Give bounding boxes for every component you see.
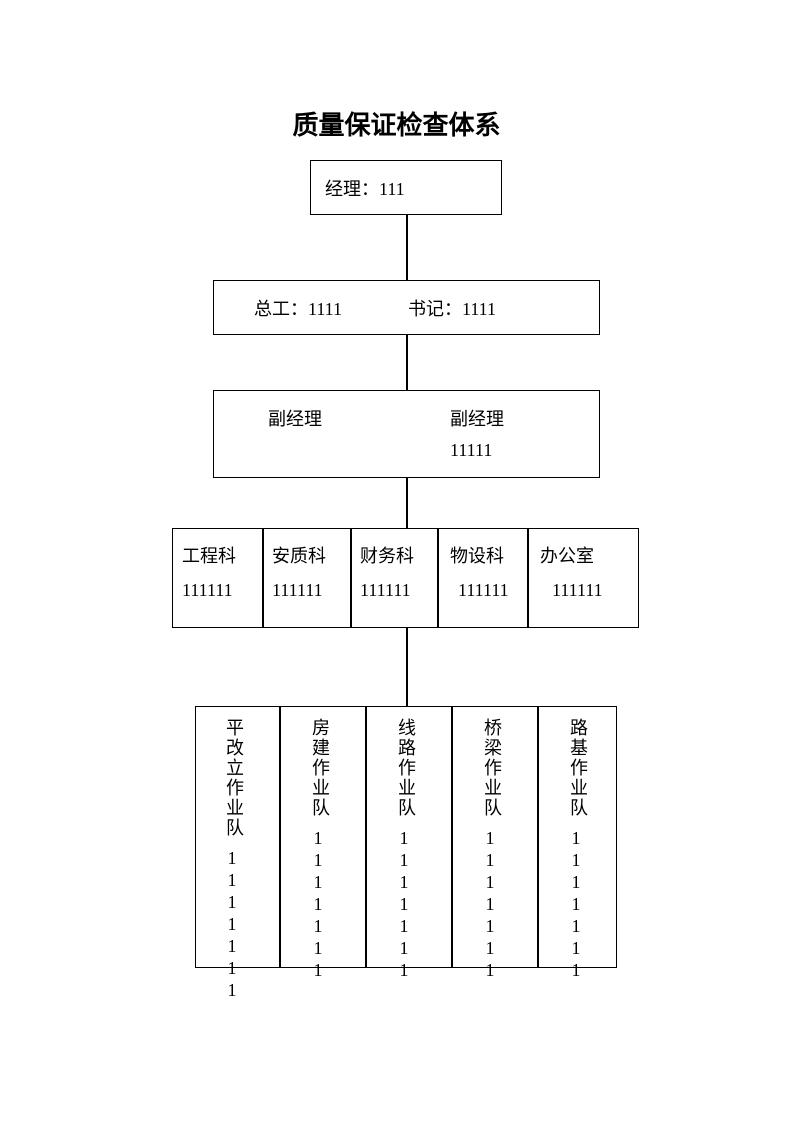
team-title: 桥梁作业队	[479, 718, 505, 818]
connector-4	[406, 628, 408, 706]
page-title: 质量保证检查体系	[0, 105, 793, 142]
node-deputy-managers	[213, 390, 600, 478]
team-column: 平改立作业队 1111111	[221, 718, 247, 1002]
label-manager: 经理：111	[325, 175, 405, 201]
dept-title: 物设科	[450, 542, 504, 568]
team-divider	[537, 706, 539, 968]
connector-3	[406, 478, 408, 528]
team-column: 路基作业队 1111111	[565, 718, 591, 982]
dept-value: 111111	[360, 580, 411, 601]
connector-2	[406, 335, 408, 390]
team-divider	[365, 706, 367, 968]
team-value: 1111111	[221, 848, 242, 1002]
team-title: 路基作业队	[565, 718, 591, 818]
dept-divider	[350, 528, 352, 628]
team-divider	[279, 706, 281, 968]
team-column: 房建作业队 1111111	[307, 718, 333, 982]
team-title: 平改立作业队	[221, 718, 247, 838]
dept-value: 111111	[272, 580, 323, 601]
team-column: 桥梁作业队 1111111	[479, 718, 505, 982]
team-value: 1111111	[307, 828, 328, 982]
dept-divider	[527, 528, 529, 628]
dept-divider	[437, 528, 439, 628]
connector-1	[406, 215, 408, 280]
team-value: 1111111	[565, 828, 586, 982]
dept-title: 工程科	[182, 542, 236, 568]
team-column: 线路作业队 1111111	[393, 718, 419, 982]
label-deputy-a: 副经理	[268, 405, 322, 431]
label-deputy-b-val: 11111	[450, 440, 492, 461]
dept-title: 办公室	[540, 542, 594, 568]
dept-divider	[262, 528, 264, 628]
team-value: 1111111	[393, 828, 414, 982]
label-secretary: 书记：1111	[408, 295, 496, 321]
label-chief: 总工：1111	[254, 295, 342, 321]
dept-value: 111111	[552, 580, 603, 601]
label-deputy-b: 副经理	[450, 405, 504, 431]
team-divider	[451, 706, 453, 968]
dept-value: 111111	[182, 580, 233, 601]
team-title: 房建作业队	[307, 718, 333, 818]
dept-value: 111111	[458, 580, 509, 601]
dept-title: 财务科	[360, 542, 414, 568]
team-title: 线路作业队	[393, 718, 419, 818]
team-value: 1111111	[479, 828, 500, 982]
dept-title: 安质科	[272, 542, 326, 568]
